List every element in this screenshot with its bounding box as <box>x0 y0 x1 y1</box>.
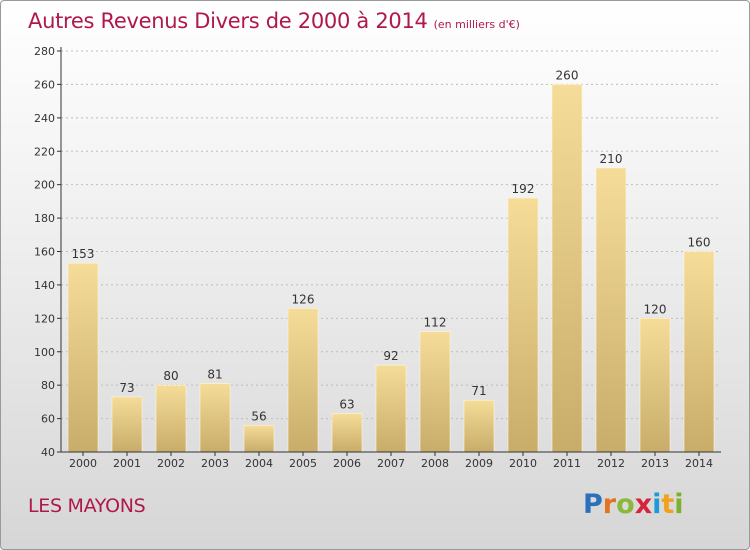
data-label: 73 <box>119 381 134 395</box>
x-tick-label: 2002 <box>157 457 185 470</box>
data-label: 153 <box>72 247 95 261</box>
logo-letter: o <box>616 489 635 520</box>
x-tick-label: 2004 <box>245 457 273 470</box>
y-tick-label: 260 <box>34 78 55 91</box>
bars <box>67 84 715 453</box>
x-tick-label: 2003 <box>201 457 229 470</box>
y-tick-label: 240 <box>34 112 55 125</box>
x-tick-label: 2011 <box>553 457 581 470</box>
bar-2012 <box>595 167 627 453</box>
logo-letter: x <box>634 489 653 520</box>
bar-2014 <box>683 251 715 453</box>
y-tick-label: 80 <box>41 379 55 392</box>
x-tick-label: 2006 <box>333 457 361 470</box>
y-tick-label: 180 <box>34 212 55 225</box>
x-tick-label: 2005 <box>289 457 317 470</box>
data-label: 81 <box>207 367 222 381</box>
x-tick-label: 2008 <box>421 457 449 470</box>
data-label: 120 <box>644 302 667 316</box>
data-label: 71 <box>471 384 486 398</box>
logo-letter: t <box>661 489 675 520</box>
logo-letter: r <box>602 489 617 520</box>
bar-2007 <box>375 364 407 453</box>
x-tick-label: 2009 <box>465 457 493 470</box>
x-tick-label: 2014 <box>685 457 713 470</box>
y-tick-label: 40 <box>41 446 55 459</box>
y-tick-label: 220 <box>34 145 55 158</box>
data-label: 126 <box>292 292 315 306</box>
y-tick-label: 200 <box>34 179 55 192</box>
x-tick-label: 2000 <box>69 457 97 470</box>
logo-letter: i <box>674 489 684 520</box>
bar-2000 <box>67 262 99 453</box>
data-labels: 153 73 80 81 56 126 63 92 112 71 192 260 210 120 160 <box>72 68 711 423</box>
chart-title-text: Autres Revenus Divers de 2000 à 2014 <box>28 9 428 33</box>
bar-2006 <box>331 413 363 453</box>
y-tick-label: 280 <box>34 45 55 58</box>
bar-2004 <box>243 424 275 453</box>
bar-2009 <box>463 399 495 453</box>
bar-2010 <box>507 197 539 453</box>
y-tick-label: 160 <box>34 246 55 259</box>
chart-title: Autres Revenus Divers de 2000 à 2014 (en … <box>28 9 520 33</box>
data-label: 80 <box>163 369 178 383</box>
data-label: 192 <box>512 182 535 196</box>
x-tick-label: 2012 <box>597 457 625 470</box>
bar-2013 <box>639 318 671 453</box>
chart-unit: (en milliers d'€) <box>433 18 520 31</box>
bar-2005 <box>287 308 319 453</box>
y-tick-label: 140 <box>34 279 55 292</box>
data-label: 210 <box>600 152 623 166</box>
bar-2001 <box>111 396 143 453</box>
data-label: 112 <box>424 316 447 330</box>
location-label: LES MAYONS <box>28 495 146 517</box>
axes: 40 60 80 100 120 140 160 180 200 220 240 260 280 2000… <box>34 45 721 470</box>
x-tick-label: 2013 <box>641 457 669 470</box>
logo-letter: i <box>652 489 662 520</box>
data-label: 63 <box>339 398 354 412</box>
data-label: 92 <box>383 349 398 363</box>
x-tick-label: 2007 <box>377 457 405 470</box>
logo-letter: P <box>583 489 603 520</box>
bar-2008 <box>419 331 451 453</box>
data-label: 260 <box>556 68 579 82</box>
data-label: 56 <box>251 409 266 423</box>
data-label: 160 <box>688 236 711 250</box>
bar-2002 <box>155 384 187 453</box>
y-tick-label: 120 <box>34 312 55 325</box>
y-tick-label: 100 <box>34 346 55 359</box>
y-tick-label: 60 <box>41 413 55 426</box>
bar-2003 <box>199 383 231 453</box>
proxiti-logo: Proxiti <box>583 489 684 520</box>
x-tick-label: 2010 <box>509 457 537 470</box>
x-tick-label: 2001 <box>113 457 141 470</box>
bar-2011 <box>551 84 583 453</box>
